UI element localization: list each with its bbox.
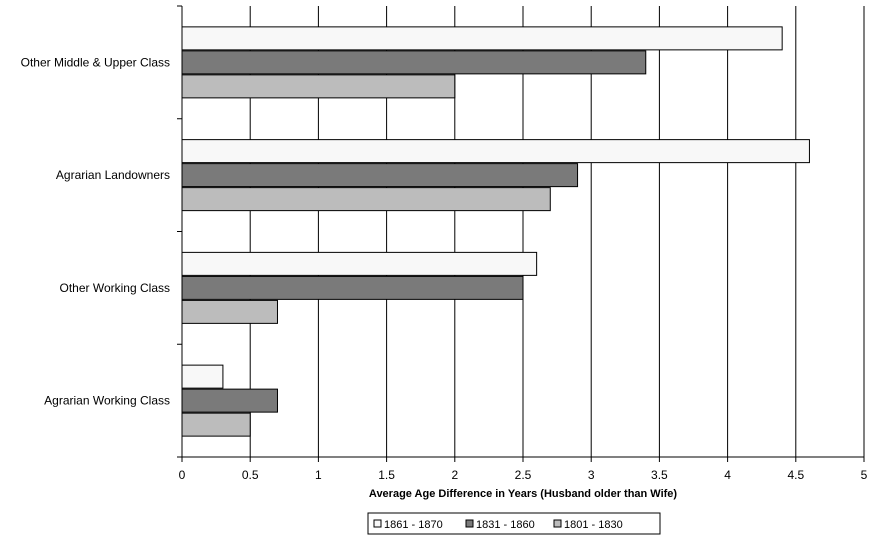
x-tick-label: 1	[315, 468, 322, 482]
x-tick-labels: 0 0.5 1 1.5 2 2.5 3 3.5 4 4.5 5	[179, 468, 868, 482]
bar	[181, 388, 278, 413]
x-tick-label: 4.5	[787, 468, 804, 482]
legend-swatch	[373, 519, 382, 528]
legend-label: 1861 - 1870	[384, 519, 443, 531]
x-tick-label: 4	[724, 468, 731, 482]
category-label: Other Working Class	[60, 281, 170, 295]
legend-swatch	[465, 519, 474, 528]
category-labels: Other Middle & Upper Class Agrarian Lando…	[21, 55, 170, 407]
x-tick-label: 0	[179, 468, 186, 482]
legend-label: 1801 - 1830	[564, 519, 623, 531]
bar	[181, 251, 538, 276]
bar	[181, 50, 647, 75]
legend-swatch	[553, 519, 562, 528]
bar	[181, 275, 524, 300]
x-tick-label: 5	[861, 468, 868, 482]
axes	[177, 5, 865, 462]
legend-box	[367, 512, 661, 535]
bar	[181, 26, 783, 51]
x-tick-label: 2.5	[515, 468, 532, 482]
bars	[181, 26, 810, 437]
bar	[181, 74, 456, 99]
x-tick-label: 2	[451, 468, 458, 482]
bar	[181, 187, 551, 212]
category-label: Other Middle & Upper Class	[21, 55, 170, 69]
category-label: Agrarian Working Class	[44, 394, 170, 408]
legend-label: 1831 - 1860	[476, 519, 535, 531]
bar	[181, 364, 224, 389]
bar	[181, 163, 579, 188]
x-tick-label: 0.5	[242, 468, 259, 482]
bar	[181, 299, 278, 324]
bar	[181, 139, 810, 164]
x-tick-label: 1.5	[378, 468, 395, 482]
bar	[181, 412, 251, 437]
legend: 1861 - 1870 1831 - 1860 1801 - 1830	[367, 512, 661, 535]
x-tick-label: 3	[588, 468, 595, 482]
x-tick-label: 3.5	[651, 468, 668, 482]
category-label: Agrarian Landowners	[56, 168, 170, 182]
x-axis-label: Average Age Difference in Years (Husband…	[369, 488, 678, 500]
